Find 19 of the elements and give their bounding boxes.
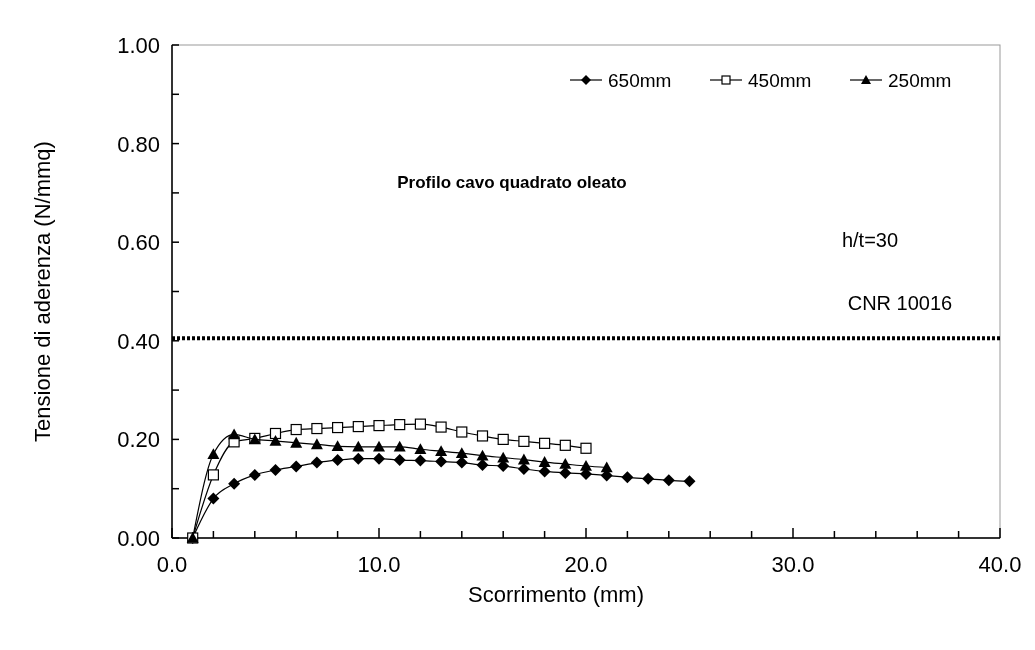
x-tick-label: 0.0 bbox=[156, 552, 188, 577]
x-tick-label: 10.0 bbox=[357, 552, 401, 577]
annotation: Profilo cavo quadrato oleato bbox=[397, 173, 627, 192]
y-tick-label: 0.80 bbox=[117, 131, 160, 157]
legend-label: 650mm bbox=[608, 70, 672, 91]
x-tick-label: 20.0 bbox=[564, 552, 608, 577]
legend-label: 450mm bbox=[748, 70, 812, 91]
legend-label: 250mm bbox=[888, 70, 952, 91]
x-tick-label: 30.0 bbox=[771, 552, 815, 577]
x-axis-title: Scorrimento (mm) bbox=[467, 582, 645, 607]
x-tick-label: 40.0 bbox=[978, 552, 1022, 577]
y-tick-label: 0.60 bbox=[117, 230, 160, 256]
ref-line-label: CNR 10016 bbox=[847, 292, 953, 315]
y-tick-label: 0.40 bbox=[117, 328, 160, 354]
y-tick-label: 0.20 bbox=[117, 427, 160, 453]
y-tick-label: 0.00 bbox=[117, 526, 160, 551]
annotation: h/t=30 bbox=[841, 229, 899, 251]
y-tick-label: 1.00 bbox=[117, 33, 160, 58]
y-axis-title: Tensione di aderenza (N/mmq) bbox=[30, 141, 55, 442]
